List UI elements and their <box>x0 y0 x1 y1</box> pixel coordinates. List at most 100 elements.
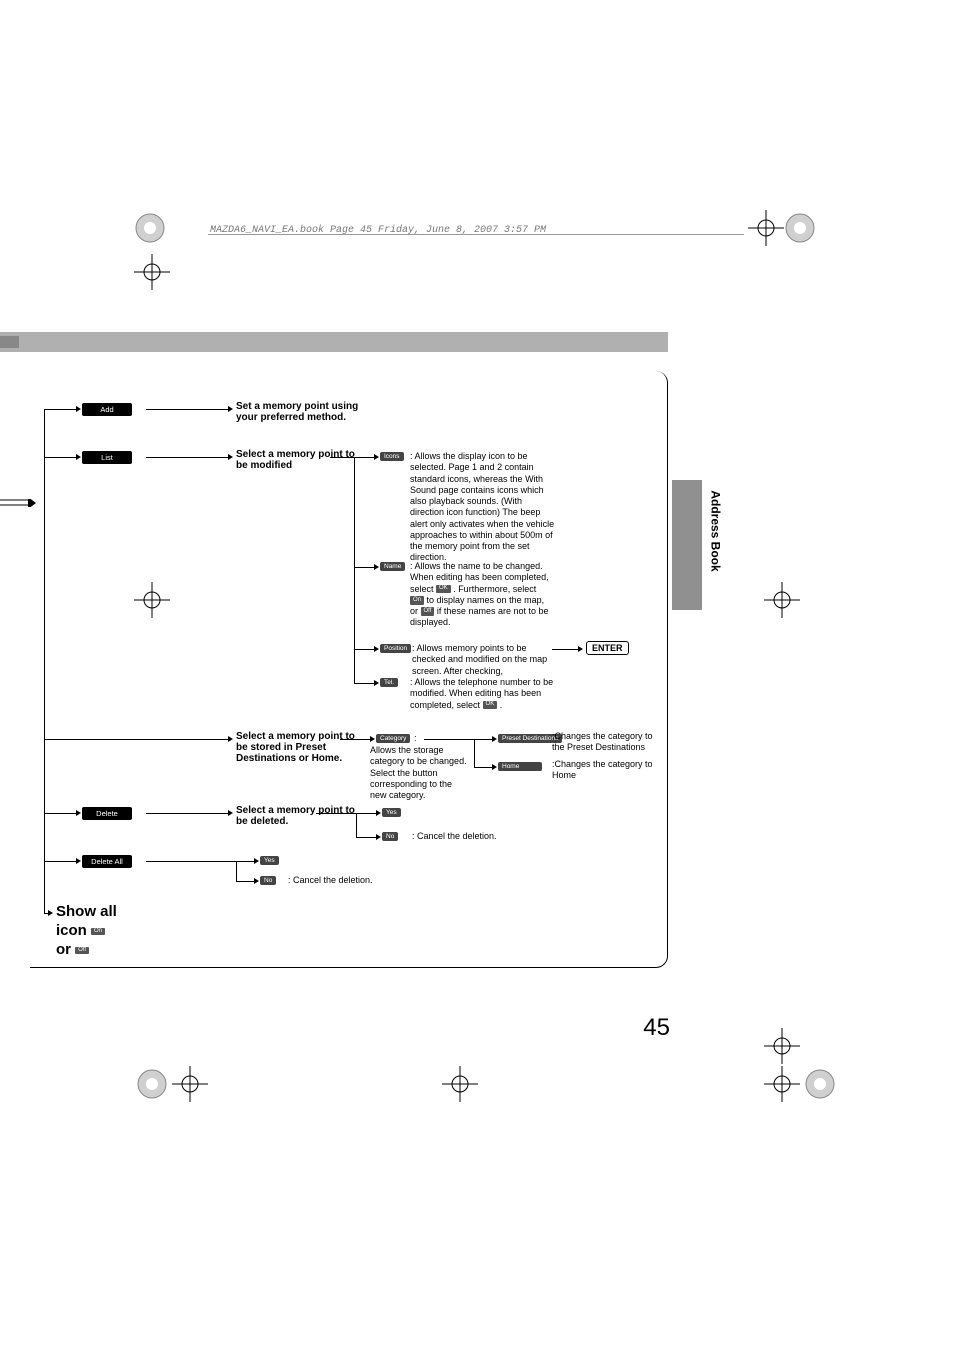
showall-label-1: Show all <box>56 903 117 920</box>
flow-line <box>354 567 374 568</box>
flow-line <box>552 649 578 650</box>
ok-button[interactable]: OK <box>436 585 451 594</box>
cancel-desc: : Cancel the deletion. <box>412 831 497 842</box>
flow-vline <box>356 813 357 837</box>
name-desc: : Allows the name to be changed. When ed… <box>410 561 550 629</box>
ok-button[interactable]: OK <box>483 701 498 710</box>
flow-line <box>356 837 376 838</box>
flow-vline <box>474 739 475 767</box>
showall-label-2: icon On <box>56 922 105 939</box>
print-header-rule <box>208 234 744 235</box>
position-desc: : Allows memory points to be checked and… <box>412 643 550 677</box>
crosshair-icon <box>440 1064 480 1104</box>
on-button[interactable]: On <box>410 596 424 605</box>
arrow-icon <box>228 736 233 742</box>
flow-line <box>424 739 474 740</box>
flow-line <box>146 861 236 862</box>
entry-arrow-icon <box>0 494 36 502</box>
arrow-icon <box>370 736 375 742</box>
regmark-icon <box>132 1064 172 1104</box>
arrow-icon <box>48 910 53 916</box>
tree-vline <box>44 409 45 913</box>
arrow-icon <box>228 810 233 816</box>
arrow-icon <box>492 764 497 770</box>
yes-button[interactable]: Yes <box>260 855 279 865</box>
arrow-icon <box>578 646 583 652</box>
flow-line <box>354 683 374 684</box>
tree-hline <box>44 813 76 814</box>
crosshair-icon <box>762 1064 802 1104</box>
page-number: 45 <box>643 1014 670 1042</box>
arrow-icon <box>254 878 259 884</box>
flow-line <box>340 739 370 740</box>
list-step-label: Select a memory point to be modified <box>236 449 356 471</box>
arrow-icon <box>374 680 379 686</box>
off-button[interactable]: Off <box>421 607 435 616</box>
arrow-icon <box>254 858 259 864</box>
home-button[interactable]: Home <box>498 761 542 771</box>
flow-line <box>356 813 376 814</box>
delete-button[interactable]: Delete <box>82 807 132 820</box>
tel-desc: : Allows the telephone number to be modi… <box>410 677 558 711</box>
delete-all-button[interactable]: Delete All <box>82 855 132 868</box>
add-step-label: Set a memory point using your preferred … <box>236 401 366 423</box>
flow-line <box>474 739 492 740</box>
icons-button[interactable]: Icons <box>380 451 404 461</box>
crosshair-icon <box>132 252 172 292</box>
crosshair-icon <box>762 580 802 620</box>
flow-line <box>146 457 228 458</box>
regmark-icon <box>130 208 170 248</box>
category-colon: : <box>414 733 417 744</box>
regmark-icon <box>780 208 820 248</box>
on-button[interactable]: On <box>91 928 105 935</box>
delete-step-label: Select a memory point to be deleted. <box>236 805 356 827</box>
arrow-icon <box>76 810 81 816</box>
crosshair-icon <box>170 1064 210 1104</box>
arrow-icon <box>228 406 233 412</box>
flow-line <box>236 861 254 862</box>
home-desc: :Changes the category to Home <box>552 759 666 782</box>
side-tab-bg <box>672 480 702 610</box>
no-button[interactable]: No <box>382 831 398 841</box>
list-button[interactable]: List <box>82 451 132 464</box>
flow-line <box>330 457 354 458</box>
flow-line <box>316 813 356 814</box>
add-button[interactable]: Add <box>82 403 132 416</box>
preset-desc: :Changes the category to the Preset Dest… <box>552 731 666 754</box>
cancel2-desc: : Cancel the deletion. <box>288 875 373 886</box>
position-button[interactable]: Position <box>380 643 411 653</box>
category-desc: Allows the storage category to be change… <box>370 745 470 801</box>
arrow-icon <box>374 646 379 652</box>
regmark-icon <box>800 1064 840 1104</box>
tree-hline <box>44 739 230 740</box>
tree-hline <box>44 457 76 458</box>
category-button[interactable]: Category <box>376 733 410 743</box>
arrow-icon <box>376 810 381 816</box>
yes-button[interactable]: Yes <box>382 807 401 817</box>
side-tab-label: Address Book <box>708 490 722 571</box>
arrow-icon <box>228 454 233 460</box>
no-button[interactable]: No <box>260 875 276 885</box>
arrow-icon <box>374 454 379 460</box>
enter-button[interactable]: ENTER <box>586 641 629 655</box>
flow-line <box>146 813 228 814</box>
flow-line <box>236 881 254 882</box>
arrow-icon <box>492 736 497 742</box>
tel-button[interactable]: Tel. <box>380 677 398 687</box>
chapter-header-bar <box>0 332 668 352</box>
arrow-icon <box>76 858 81 864</box>
flow-line <box>354 457 374 458</box>
flow-line <box>146 409 228 410</box>
arrow-icon <box>76 406 81 412</box>
flow-line <box>474 767 492 768</box>
crosshair-icon <box>762 1026 802 1066</box>
off-button[interactable]: Off <box>75 947 89 954</box>
category-step-label: Select a memory point to be stored in Pr… <box>236 731 356 764</box>
arrow-icon <box>76 454 81 460</box>
tree-hline <box>44 409 76 410</box>
showall-label-3: or Off <box>56 941 89 958</box>
icons-desc: : Allows the display icon to be selected… <box>410 451 558 564</box>
tree-hline <box>44 861 76 862</box>
arrow-icon <box>376 834 381 840</box>
name-button[interactable]: Name <box>380 561 405 571</box>
